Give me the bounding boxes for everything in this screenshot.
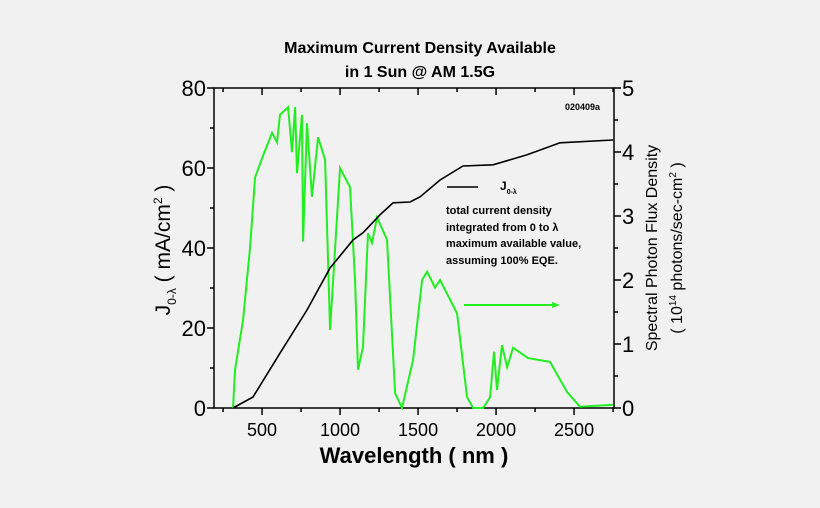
y-right-axis-label-1: Spectral Photon Flux Density — [644, 145, 661, 351]
figure-code: 020409a — [565, 102, 601, 112]
y-left-tick-label: 0 — [194, 396, 206, 421]
photon-flux-series — [232, 105, 614, 412]
y-right-axis-label-2: ( 1014 photons/sec-cm2 ) — [668, 162, 686, 333]
y-right-tick-label: 3 — [622, 204, 634, 229]
y-right-tick-label: 1 — [622, 332, 634, 357]
y-left-tick-label: 40 — [182, 236, 206, 261]
y-left-axis-label: J0-λ ( mA/cm2 ) — [151, 185, 179, 316]
x-tick-label: 500 — [247, 420, 277, 440]
y-left-tick-label: 80 — [182, 76, 206, 101]
chart-title-line1: Maximum Current Density Available — [284, 40, 556, 57]
y-right-tick-label: 4 — [622, 140, 634, 165]
y-left-tick-label: 60 — [182, 156, 206, 181]
legend-current-label: J0-λ — [500, 179, 517, 196]
legend-line-2: integrated from 0 to λ — [446, 222, 558, 234]
chart-title-line2: in 1 Sun @ AM 1.5G — [345, 64, 495, 81]
legend-line-1: total current density — [446, 205, 553, 217]
y-right-tick-label: 5 — [622, 76, 634, 101]
x-tick-label: 2000 — [476, 420, 516, 440]
legend-line-3: maximum available value, — [446, 238, 581, 250]
current-density-series — [232, 139, 614, 409]
legend-line-4: assuming 100% EQE. — [446, 255, 558, 267]
x-tick-label: 2500 — [554, 420, 594, 440]
y-left-tick-label: 20 — [182, 316, 206, 341]
y-right-tick-label: 2 — [622, 268, 634, 293]
x-tick-label: 1000 — [320, 420, 360, 440]
y-right-tick-label: 0 — [622, 396, 634, 421]
arrowhead-icon — [552, 302, 560, 308]
x-axis-label: Wavelength ( nm ) — [320, 443, 509, 468]
x-tick-label: 1500 — [398, 420, 438, 440]
